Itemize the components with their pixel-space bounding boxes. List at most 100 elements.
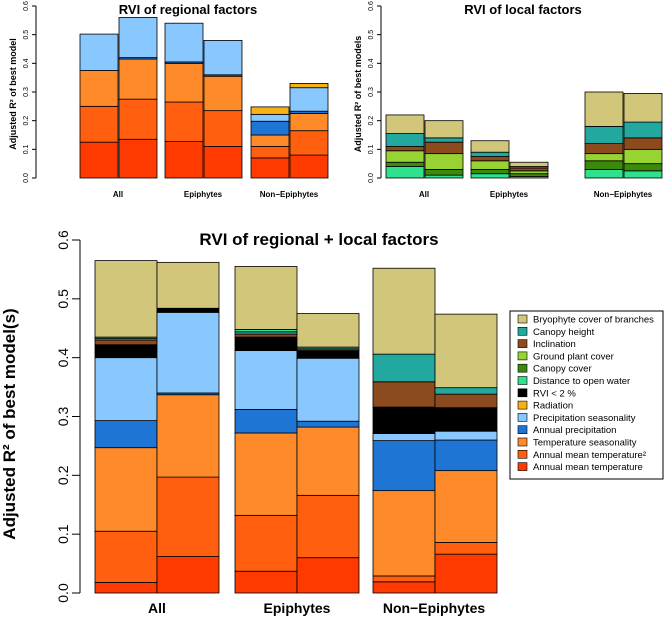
combined-bar-1 [94, 260, 158, 594]
regional-bar-segment-ts [79, 70, 119, 107]
local-factors-chart: RVI of local factors Adjusted R² of best… [353, 1, 663, 199]
combined-y-tick-label: 0.1 [55, 524, 71, 544]
local-group-label: Epiphytes [490, 190, 529, 199]
local-bar-segment-ch [584, 126, 624, 145]
local-bar-segment-bcb [424, 120, 464, 139]
local-bar-segment-inc [470, 156, 510, 162]
combined-bar-segment-amt2 [434, 542, 498, 555]
regional-y-tick-label: 0.4 [23, 58, 30, 68]
regional-group-label: Epiphytes [184, 190, 223, 199]
legend-swatch-inc [517, 339, 528, 348]
local-bar-segment-dow [470, 173, 510, 179]
combined-bar-segment-ts [234, 432, 298, 516]
legend-swatch-gpc [517, 351, 528, 361]
local-chart-title: RVI of local factors [464, 2, 582, 17]
regional-factors-chart: RVI of regional factors Adjusted R² of b… [8, 1, 329, 199]
local-bar-segment-inc [424, 141, 464, 155]
regional-bar-segment-rad [289, 83, 329, 89]
regional-group-label: Non−Epiphytes [260, 190, 319, 199]
combined-bar-segment-ps [234, 350, 298, 410]
regional-y-tick-label: 0.2 [23, 116, 30, 126]
local-bar-segment-bcb [509, 161, 549, 167]
combined-bar-segment-amt2 [372, 575, 436, 583]
legend-label-inc: Inclination [533, 339, 576, 350]
local-bar-6 [623, 93, 663, 179]
legend-box [509, 310, 664, 480]
combined-bar-segment-ts [434, 470, 498, 543]
combined-bar-segment-bcb [234, 266, 298, 330]
regional-bar-segment-amt2 [289, 130, 329, 156]
local-y-tick-label: 0.2 [368, 116, 375, 126]
local-bar-segment-ch [623, 121, 663, 139]
local-bar-segment-cc [424, 168, 464, 176]
combined-bar-segment-ch [372, 353, 436, 383]
legend-swatch-amt [517, 462, 528, 471]
combined-bar-4 [296, 313, 360, 594]
regional-bar-6 [289, 83, 329, 179]
regional-bar-4 [203, 40, 243, 179]
combined-bar-segment-rvi [434, 407, 498, 432]
legend-label-ch: Canopy height [533, 327, 595, 338]
legend-label-ps: Precipitation seasonality [533, 413, 636, 424]
legend-label-bcb: Bryophyte cover of branches [533, 315, 654, 326]
combined-bar-segment-ts [94, 447, 158, 532]
regional-y-tick-label: 0.1 [23, 144, 30, 154]
combined-bar-segment-ps [156, 311, 220, 394]
local-bar-segment-inc [509, 167, 549, 172]
local-bar-segment-gpc [470, 160, 510, 170]
combined-bar-2 [156, 261, 220, 594]
combined-bar-segment-ts [296, 426, 360, 496]
legend-label-ap: Annual precipitation [533, 425, 616, 436]
combined-group-label: Non−Epiphytes [383, 600, 486, 616]
local-bar-segment-cc [470, 168, 510, 175]
local-group-label: Non−Epiphytes [594, 190, 653, 199]
combined-bar-segment-ps [434, 430, 498, 441]
local-y-tick-label: 0.1 [368, 144, 375, 154]
local-bar-segment-ch [470, 151, 510, 157]
legend-label-ts: Temperature seasonality [533, 438, 637, 449]
regional-group-label: All [113, 190, 123, 199]
combined-bar-segment-ap [234, 409, 298, 434]
combined-bar-segment-amt [94, 582, 158, 594]
legend-swatch-ap [517, 425, 528, 435]
combined-group-label: Epiphytes [264, 600, 331, 616]
regional-chart-title: RVI of regional factors [119, 2, 257, 17]
local-bar-segment-gpc [385, 150, 425, 163]
combined-y-axis-label: Adjusted R² of best model(s) [0, 308, 19, 539]
combined-bar-segment-bcb [372, 267, 436, 355]
combined-bar-segment-ps [372, 433, 436, 442]
regional-y-axis-label: Adjusted R² of best model [8, 38, 18, 150]
combined-bar-segment-rvi [94, 344, 158, 359]
legend-label-cc: Canopy cover [533, 364, 592, 375]
regional-bar-segment-ts [289, 113, 329, 132]
local-group-label: All [419, 190, 429, 199]
combined-bar-segment-inc [372, 381, 436, 408]
local-bar-segment-bcb [470, 140, 510, 153]
regional-bar-segment-amt2 [250, 146, 290, 159]
combined-bar-segment-amt [434, 553, 498, 594]
combined-bar-segment-amt2 [156, 476, 220, 557]
combined-bar-segment-rvi [234, 336, 298, 352]
regional-y-tick-label: 0.6 [23, 1, 30, 11]
regional-bar-segment-ap [250, 120, 290, 136]
combined-bar-segment-bcb [296, 313, 360, 348]
combined-bar-segment-ap [434, 439, 498, 472]
combined-bar-segment-inc [434, 393, 498, 409]
legend-swatch-ps [517, 413, 528, 422]
combined-y-tick-label: 0.6 [55, 230, 71, 250]
regional-bar-5 [250, 106, 290, 179]
local-bar-3 [470, 140, 510, 179]
regional-y-tick-label: 0.5 [23, 30, 30, 40]
combined-group-label: All [148, 600, 166, 616]
combined-bar-segment-inc [234, 333, 298, 338]
combined-y-tick-label: 0.2 [55, 465, 71, 485]
legend-swatch-cc [517, 363, 528, 373]
combined-bar-5 [372, 267, 436, 594]
regional-bar-segment-amt [250, 157, 290, 179]
local-bar-segment-bcb [385, 114, 425, 134]
legend-swatch-amt2 [517, 449, 528, 459]
regional-bar-segment-ts [203, 75, 243, 112]
local-bar-segment-gpc [424, 153, 464, 170]
local-bar-segment-gpc [623, 148, 663, 165]
regional-y-tick-label: 0.0 [23, 173, 30, 183]
